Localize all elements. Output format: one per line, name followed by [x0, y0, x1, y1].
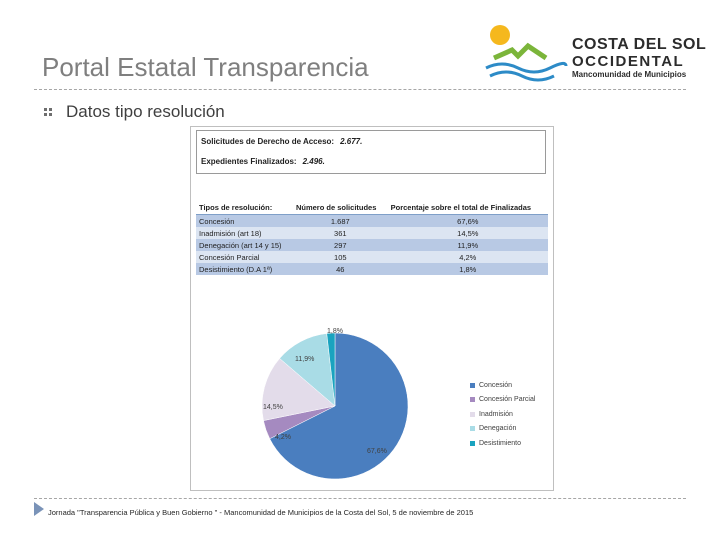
cell-tipo: Concesión Parcial — [196, 251, 293, 263]
cell-tipo: Desistimiento (D.A 1ª) — [196, 263, 293, 275]
legend-label: Denegación — [479, 425, 517, 433]
sun-icon — [490, 25, 510, 45]
solicitudes-line: Solicitudes de Derecho de Acceso: 2.677. — [201, 137, 362, 146]
resolution-pie-chart — [261, 332, 409, 480]
table-header-row: Tipos de resolución: Número de solicitud… — [196, 201, 548, 215]
legend-swatch — [470, 397, 475, 403]
cell-numero: 297 — [292, 239, 388, 251]
cell-numero: 361 — [292, 227, 388, 239]
table-row: Denegación (art 14 y 15) 297 11,9% — [196, 239, 548, 251]
table-row: Concesión Parcial 105 4,2% — [196, 251, 548, 263]
legend-swatch — [470, 440, 475, 446]
summary-box: Solicitudes de Derecho de Acceso: 2.677. … — [196, 130, 546, 174]
resolution-table: Tipos de resolución: Número de solicitud… — [196, 201, 548, 275]
slide-title: Portal Estatal Transparencia — [42, 52, 369, 82]
legend-label: Desistimiento — [479, 439, 522, 447]
legend-label: Concesión Parcial — [479, 396, 536, 404]
legend-item: Concesión Parcial — [470, 393, 535, 408]
bullet-item: Datos tipo resolución — [44, 102, 225, 122]
costa-del-sol-logo — [485, 25, 568, 82]
pie-data-label: 11,9% — [295, 356, 315, 363]
table-row: Desistimiento (D.A 1ª) 46 1,8% — [196, 263, 548, 275]
header-numero: Número de solicitudes — [292, 201, 388, 215]
header-porcentaje: Porcentaje sobre el total de Finalizadas — [387, 201, 548, 215]
solicitudes-label: Solicitudes de Derecho de Acceso: — [201, 137, 335, 146]
footer-text: Jornada "Transparencia Pública y Buen Go… — [48, 508, 474, 517]
pie-data-label: 67,6% — [367, 448, 387, 455]
cell-numero: 105 — [292, 251, 388, 263]
cell-porcentaje: 14,5% — [387, 227, 548, 239]
legend-swatch — [470, 411, 475, 417]
solicitudes-value: 2.677. — [340, 137, 363, 146]
wave-icon — [485, 61, 568, 74]
cell-porcentaje: 1,8% — [387, 263, 548, 275]
bullet-icon — [44, 108, 52, 116]
pie-data-label: 14,5% — [263, 404, 283, 411]
cell-tipo: Denegación (art 14 y 15) — [196, 239, 293, 251]
cell-numero: 46 — [292, 263, 388, 275]
legend-item: Denegación — [470, 422, 535, 437]
wave-icon-2 — [489, 70, 555, 82]
cell-tipo: Concesión — [196, 214, 293, 227]
bullet-text: Datos tipo resolución — [66, 102, 225, 121]
expedientes-value: 2.496. — [302, 157, 325, 166]
top-divider — [34, 89, 686, 90]
pie-slice-desistimiento — [326, 332, 336, 407]
legend-swatch — [470, 382, 475, 388]
bottom-divider — [34, 498, 686, 499]
hills-icon — [492, 42, 548, 61]
pie-data-label: 1,8% — [327, 328, 343, 335]
cell-porcentaje: 11,9% — [387, 239, 548, 251]
legend-swatch — [470, 426, 475, 432]
legend-item: Desistimiento — [470, 436, 535, 451]
legend-item: Inadmisión — [470, 407, 535, 422]
logo-line3: Mancomunidad de Municipios — [572, 70, 687, 79]
legend-label: Concesión — [479, 381, 513, 389]
pie-data-label: 4,2% — [275, 434, 291, 441]
logo-line2: OCCIDENTAL — [572, 53, 685, 70]
footer-arrow-icon — [34, 502, 44, 516]
legend-label: Inadmisión — [479, 410, 513, 418]
cell-numero: 1.687 — [292, 214, 388, 227]
logo-line1: COSTA DEL SOL — [572, 36, 707, 53]
legend-item: Concesión — [470, 378, 535, 393]
table-row: Concesión 1.687 67,6% — [196, 214, 548, 227]
expedientes-line: Expedientes Finalizados: 2.496. — [201, 157, 325, 166]
expedientes-label: Expedientes Finalizados: — [201, 157, 297, 166]
pie-slice-inadmisi-n — [261, 358, 336, 421]
cell-tipo: Inadmisión (art 18) — [196, 227, 293, 239]
pie-slice-concesi-n — [269, 332, 409, 480]
pie-legend: Concesión Concesión Parcial Inadmisión Dene… — [470, 378, 535, 451]
cell-porcentaje: 67,6% — [387, 214, 548, 227]
table-row: Inadmisión (art 18) 361 14,5% — [196, 227, 548, 239]
cell-porcentaje: 4,2% — [387, 251, 548, 263]
header-tipo: Tipos de resolución: — [196, 201, 293, 215]
